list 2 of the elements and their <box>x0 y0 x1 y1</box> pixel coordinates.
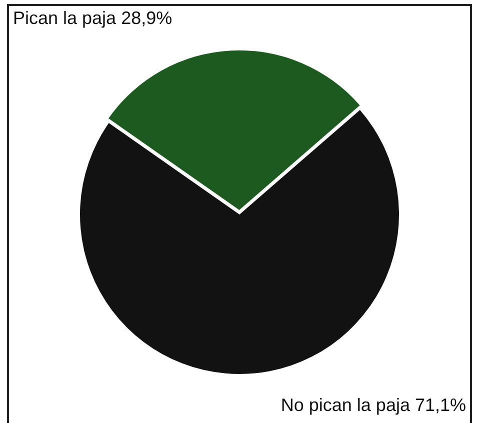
slice-label: No pican la paja 71,1% <box>280 394 466 415</box>
slice-label: Pican la paja 28,9% <box>13 8 172 28</box>
